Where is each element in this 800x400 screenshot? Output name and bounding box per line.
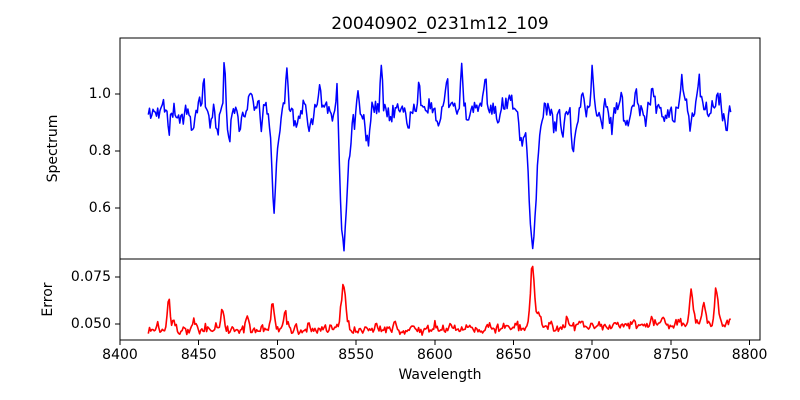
- x-tick-label: 8400: [102, 347, 138, 363]
- spectrum-curve-group: [147, 61, 732, 252]
- error-curve-group: [147, 265, 732, 336]
- x-tick-label: 8650: [496, 347, 532, 363]
- x-tick-label: 8800: [732, 347, 768, 363]
- error-y-axis-label: Error: [40, 282, 56, 316]
- spectrum-y-tick-label: 0.8: [89, 143, 111, 159]
- x-tick-label: 8500: [260, 347, 296, 363]
- spectrum-line: [147, 61, 732, 252]
- error-line: [147, 265, 732, 336]
- x-axis-label: Wavelength: [398, 367, 481, 383]
- x-tick-label: 8700: [574, 347, 610, 363]
- spectrum-axes-frame: [119, 37, 761, 260]
- x-tick-label: 8450: [181, 347, 217, 363]
- x-tick-label: 8550: [338, 347, 374, 363]
- chart-title: 20040902_0231m12_109: [331, 14, 548, 34]
- spectrum-y-axis-label: Spectrum: [45, 115, 61, 183]
- spectrum-y-tick-label: 0.6: [89, 200, 111, 216]
- x-tick-label: 8750: [653, 347, 689, 363]
- x-tick-label: 8600: [417, 347, 453, 363]
- error-axes-frame: [119, 258, 761, 341]
- spectrum-y-tick-label: 1.0: [89, 86, 111, 102]
- error-y-tick-label: 0.075: [71, 269, 111, 285]
- plots-group: 1.0 0.8 0.6 0.075 0.050 8400 8450 8500 8550 8600 8…: [71, 37, 768, 363]
- error-y-tick-label: 0.050: [71, 316, 111, 332]
